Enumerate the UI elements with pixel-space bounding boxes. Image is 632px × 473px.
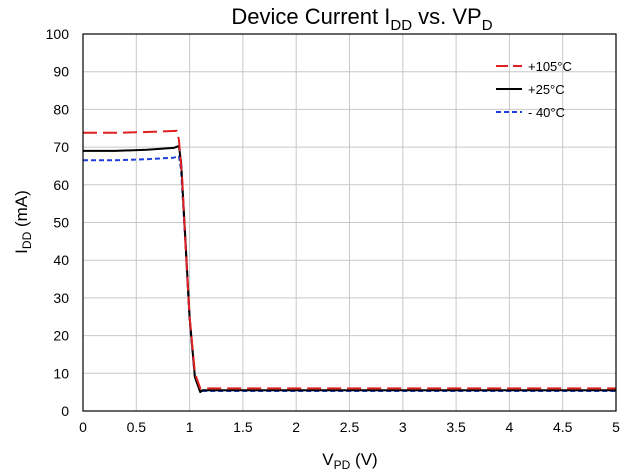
series-line-0 (83, 129, 616, 390)
x-tick-label: 3.5 (446, 419, 466, 435)
y-tick-labels: 0 10 20 30 40 50 60 70 80 90 100 (46, 26, 70, 419)
x-tick-label: 4.5 (553, 419, 573, 435)
x-tick-label: 3 (399, 419, 407, 435)
series-layer (83, 129, 616, 394)
y-tick-label: 20 (53, 328, 69, 344)
legend: +105°C +25°C - 40°C (496, 59, 572, 120)
y-tick-label: 50 (53, 215, 69, 231)
x-tick-labels: 0 0.5 1 1.5 2 2.5 3 3.5 4 4.5 5 (79, 419, 620, 435)
y-tick-label: 40 (53, 252, 69, 268)
legend-label-2: - 40°C (528, 105, 565, 120)
chart-title: Device Current IDD vs. VPD (231, 4, 492, 34)
x-tick-label: 1 (186, 419, 194, 435)
x-tick-label: 0.5 (127, 419, 147, 435)
y-tick-label: 80 (53, 101, 69, 117)
x-tick-label: 5 (612, 419, 620, 435)
x-tick-label: 2.5 (340, 419, 360, 435)
legend-label-1: +25°C (528, 82, 565, 97)
y-tick-label: 0 (61, 403, 69, 419)
y-tick-label: 70 (53, 139, 69, 155)
x-axis-title: VPD (V) (322, 450, 377, 472)
x-tick-label: 4 (506, 419, 514, 435)
y-tick-label: 60 (53, 177, 69, 193)
gridlines (83, 34, 616, 411)
y-axis-title: IDD (mA) (12, 190, 34, 254)
x-tick-label: 2 (292, 419, 300, 435)
y-tick-label: 30 (53, 290, 69, 306)
x-tick-label: 1.5 (233, 419, 253, 435)
y-tick-label: 90 (53, 64, 69, 80)
x-tick-label: 0 (79, 419, 87, 435)
legend-label-0: +105°C (528, 59, 572, 74)
plot-border (82, 33, 617, 412)
y-tick-label: 10 (53, 365, 69, 381)
y-tick-label: 100 (46, 26, 70, 42)
